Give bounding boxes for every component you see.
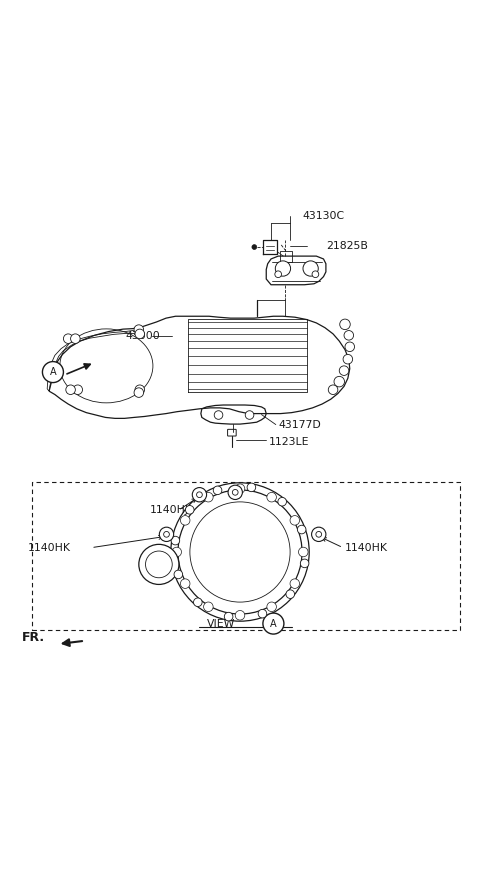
Circle shape	[328, 385, 338, 395]
Circle shape	[298, 526, 306, 534]
Circle shape	[172, 547, 181, 557]
Circle shape	[145, 551, 172, 578]
Circle shape	[339, 366, 349, 375]
Circle shape	[235, 610, 245, 620]
Circle shape	[252, 244, 257, 250]
Circle shape	[159, 527, 174, 541]
Circle shape	[290, 516, 300, 526]
Circle shape	[312, 527, 326, 541]
Text: 43130C: 43130C	[302, 211, 344, 221]
Circle shape	[193, 598, 202, 607]
Circle shape	[185, 505, 194, 514]
Circle shape	[42, 361, 63, 382]
Circle shape	[224, 612, 233, 621]
Circle shape	[178, 490, 302, 614]
Circle shape	[190, 502, 290, 602]
Circle shape	[340, 320, 350, 330]
Text: A: A	[49, 367, 56, 377]
Circle shape	[73, 385, 83, 395]
Text: VIEW: VIEW	[206, 619, 235, 629]
Circle shape	[299, 547, 308, 557]
Circle shape	[134, 388, 144, 397]
Circle shape	[245, 410, 254, 419]
Text: 1140HJ: 1140HJ	[149, 505, 189, 515]
Circle shape	[63, 333, 73, 343]
Circle shape	[192, 487, 206, 502]
Circle shape	[344, 331, 354, 340]
Circle shape	[290, 579, 300, 588]
Circle shape	[275, 271, 281, 278]
FancyBboxPatch shape	[228, 430, 236, 436]
Circle shape	[228, 485, 242, 499]
Circle shape	[278, 498, 287, 506]
Text: 1140HK: 1140HK	[28, 543, 71, 553]
Circle shape	[312, 271, 319, 278]
Text: FR.: FR.	[22, 631, 45, 644]
Circle shape	[267, 492, 276, 502]
Circle shape	[286, 590, 295, 599]
Text: 1140HJ: 1140HJ	[221, 502, 260, 512]
Circle shape	[134, 325, 144, 334]
Circle shape	[171, 483, 309, 622]
Circle shape	[180, 516, 190, 526]
Circle shape	[139, 545, 179, 584]
Circle shape	[204, 492, 213, 502]
Circle shape	[247, 483, 256, 491]
Circle shape	[345, 342, 355, 352]
Circle shape	[66, 385, 75, 395]
Circle shape	[267, 602, 276, 612]
Circle shape	[258, 609, 267, 618]
Circle shape	[334, 376, 345, 387]
Text: 43000: 43000	[125, 331, 160, 341]
Text: 43177D: 43177D	[278, 420, 321, 430]
Circle shape	[171, 536, 180, 545]
Text: 21825B: 21825B	[326, 241, 368, 251]
Circle shape	[213, 486, 222, 495]
Circle shape	[276, 261, 290, 276]
Circle shape	[180, 579, 190, 588]
Circle shape	[263, 613, 284, 634]
Text: 1140HK: 1140HK	[345, 543, 388, 553]
Circle shape	[135, 329, 144, 339]
Circle shape	[174, 570, 182, 579]
Text: 1123LE: 1123LE	[269, 437, 309, 447]
Circle shape	[214, 410, 223, 419]
Circle shape	[300, 559, 309, 567]
Circle shape	[71, 333, 80, 343]
Circle shape	[204, 602, 213, 612]
Text: A: A	[270, 619, 276, 629]
Circle shape	[343, 354, 353, 364]
Circle shape	[235, 484, 245, 493]
Circle shape	[303, 261, 318, 276]
Circle shape	[135, 385, 144, 395]
